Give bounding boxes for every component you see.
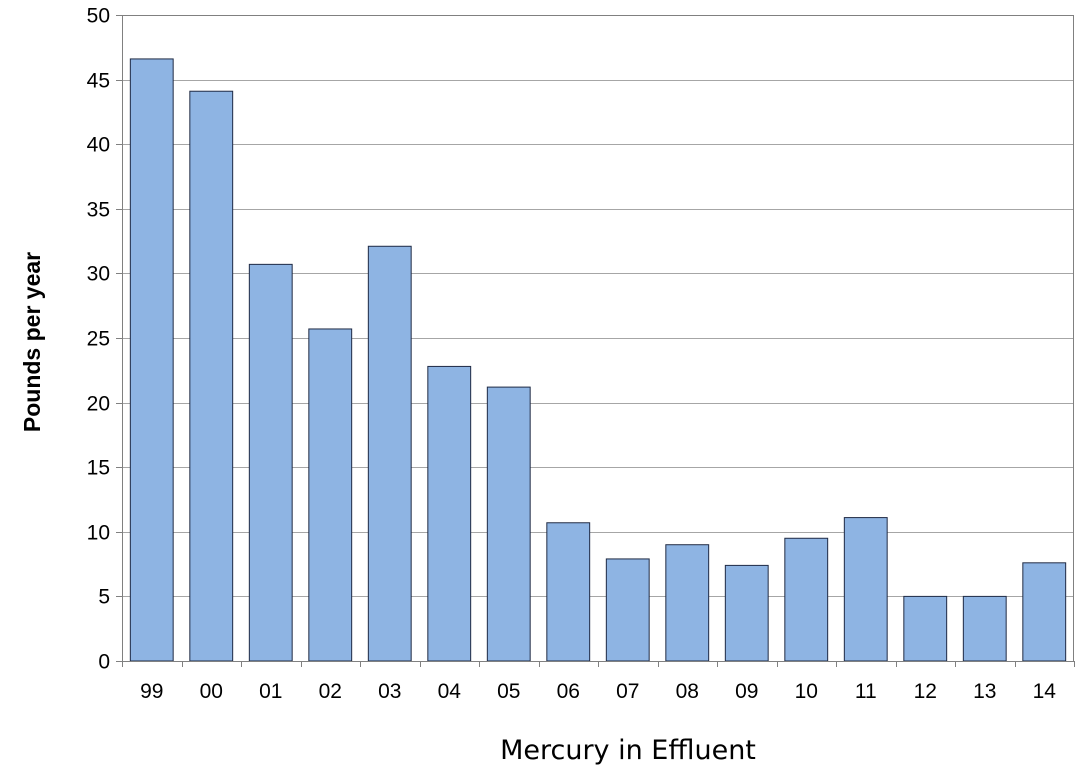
y-tick-label: 45 xyxy=(87,70,110,93)
x-tick-label: 04 xyxy=(438,680,462,703)
x-tick-label: 08 xyxy=(676,680,699,703)
x-tick-label: 07 xyxy=(616,680,639,703)
x-tick-label: 06 xyxy=(557,680,580,703)
y-tick-label: 0 xyxy=(98,651,110,674)
x-tick-label: 00 xyxy=(200,680,223,703)
bar-00 xyxy=(189,90,234,662)
y-tick-labels: 0 5 10 15 20 25 30 35 40 45 50 xyxy=(87,5,110,674)
bars xyxy=(129,58,1067,662)
bar-04 xyxy=(427,365,472,662)
x-tick-label: 09 xyxy=(735,680,758,703)
bar-08 xyxy=(665,544,710,662)
bar-06 xyxy=(546,522,591,662)
y-tick-label: 5 xyxy=(98,586,110,609)
y-tick-label: 25 xyxy=(87,328,110,351)
axes xyxy=(116,15,1075,667)
y-tick-label: 30 xyxy=(87,263,110,286)
x-tick-labels: 99 00 01 02 03 04 05 06 07 08 09 10 11 12 13 14 xyxy=(140,680,1056,703)
y-tick-label: 40 xyxy=(87,134,110,157)
bar-14 xyxy=(1022,562,1067,662)
bar-12 xyxy=(903,595,948,662)
bar-13 xyxy=(962,595,1007,662)
bar-07 xyxy=(605,558,650,662)
bar-11 xyxy=(843,517,888,662)
y-tick-label: 15 xyxy=(87,457,110,480)
x-tick-label: 02 xyxy=(319,680,342,703)
y-tick-label: 10 xyxy=(87,522,110,545)
y-tick-label: 35 xyxy=(87,199,110,222)
x-tick-label: 99 xyxy=(140,680,163,703)
x-axis-title: Mercury in Effluent xyxy=(500,735,756,766)
y-tick-label: 20 xyxy=(87,393,110,416)
bar-03 xyxy=(367,245,412,662)
x-tick-label: 14 xyxy=(1033,680,1057,703)
y-axis-title: Pounds per year xyxy=(19,252,45,432)
x-tick-label: 11 xyxy=(855,680,877,703)
x-tick-label: 10 xyxy=(795,680,818,703)
bar-05 xyxy=(486,386,531,662)
bar-10 xyxy=(784,537,829,662)
y-tick-label: 50 xyxy=(87,5,110,28)
x-tick-label: 12 xyxy=(914,680,937,703)
x-tick-label: 13 xyxy=(973,680,996,703)
x-tick-label: 03 xyxy=(378,680,401,703)
bar-99 xyxy=(129,58,174,662)
bar-02 xyxy=(308,328,353,662)
bar-01 xyxy=(248,263,293,662)
x-tick-label: 05 xyxy=(497,680,520,703)
x-tick-label: 01 xyxy=(259,680,282,703)
bar-09 xyxy=(724,564,769,662)
